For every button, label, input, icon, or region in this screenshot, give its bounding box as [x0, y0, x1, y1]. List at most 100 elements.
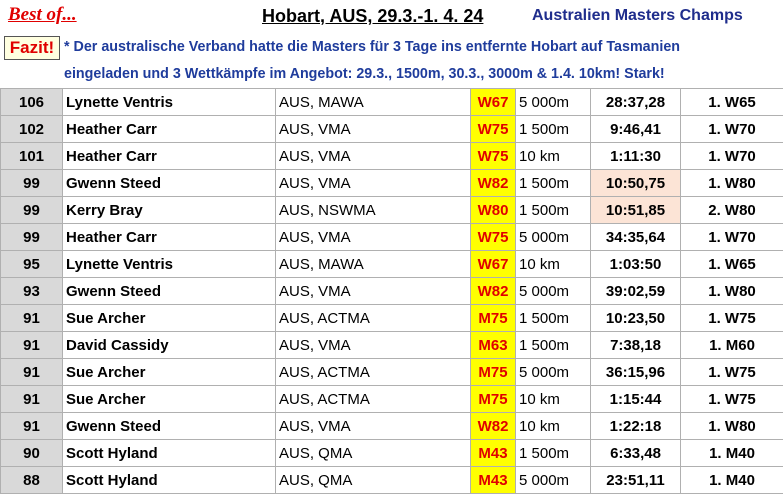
club: AUS, ACTMA	[275, 385, 471, 413]
distance: 1 500m	[515, 115, 591, 143]
distance: 1 500m	[515, 439, 591, 467]
age-class: W82	[470, 412, 516, 440]
score: 90	[0, 439, 63, 467]
distance: 5 000m	[515, 466, 591, 494]
age-class: W75	[470, 115, 516, 143]
result-row: 99 Heather Carr AUS, VMA W75 5 000m 34:35,64 1…	[0, 223, 783, 251]
result-row: 102 Heather Carr AUS, VMA W75 1 500m 9:46,41 1…	[0, 115, 783, 143]
club: AUS, ACTMA	[275, 304, 471, 332]
result-row: 99 Gwenn Steed AUS, VMA W82 1 500m 10:50,75 1.…	[0, 169, 783, 197]
club: AUS, NSWMA	[275, 196, 471, 224]
age-class: M75	[470, 304, 516, 332]
score: 91	[0, 412, 63, 440]
club: AUS, MAWA	[275, 88, 471, 116]
place: 1. M40	[680, 439, 783, 467]
club: AUS, MAWA	[275, 250, 471, 278]
athlete: Gwenn Steed	[62, 277, 276, 305]
age-class: W80	[470, 196, 516, 224]
age-class: W82	[470, 277, 516, 305]
score: 99	[0, 169, 63, 197]
fazit-label: Fazit!	[4, 36, 60, 60]
time: 1:11:30	[590, 142, 681, 170]
club: AUS, VMA	[275, 169, 471, 197]
distance: 10 km	[515, 412, 591, 440]
distance: 1 500m	[515, 169, 591, 197]
time: 36:15,96	[590, 358, 681, 386]
result-row: 99 Kerry Bray AUS, NSWMA W80 1 500m 10:51,85 2…	[0, 196, 783, 224]
score: 91	[0, 358, 63, 386]
place: 1. W80	[680, 169, 783, 197]
time: 1:15:44	[590, 385, 681, 413]
score: 95	[0, 250, 63, 278]
time: 23:51,11	[590, 466, 681, 494]
result-row: 91 Sue Archer AUS, ACTMA M75 10 km 1:15:44 1. …	[0, 385, 783, 413]
athlete: Sue Archer	[62, 385, 276, 413]
results-table: 106 Lynette Ventris AUS, MAWA W67 5 000m 28:3…	[0, 88, 783, 494]
place: 1. W75	[680, 358, 783, 386]
club: AUS, VMA	[275, 223, 471, 251]
distance: 1 500m	[515, 304, 591, 332]
place: 1. W70	[680, 142, 783, 170]
athlete: Sue Archer	[62, 358, 276, 386]
athlete: David Cassidy	[62, 331, 276, 359]
score: 91	[0, 385, 63, 413]
athlete: Scott Hyland	[62, 466, 276, 494]
place: 1. M60	[680, 331, 783, 359]
result-row: 91 Sue Archer AUS, ACTMA M75 5 000m 36:15,96 1…	[0, 358, 783, 386]
distance: 5 000m	[515, 277, 591, 305]
distance: 1 500m	[515, 196, 591, 224]
fazit-line: * Der australische Verband hatte die Mas…	[64, 39, 681, 55]
place: 1. W75	[680, 385, 783, 413]
result-row: 101 Heather Carr AUS, VMA W75 10 km 1:11:30 1.…	[0, 142, 783, 170]
time: 28:37,28	[590, 88, 681, 116]
place: 1. W80	[680, 412, 783, 440]
score: 93	[0, 277, 63, 305]
score: 106	[0, 88, 63, 116]
age-class: M43	[470, 439, 516, 467]
result-row: 106 Lynette Ventris AUS, MAWA W67 5 000m 28:3…	[0, 88, 783, 116]
club: AUS, ACTMA	[275, 358, 471, 386]
time: 1:22:18	[590, 412, 681, 440]
best-of: Best of...	[8, 4, 77, 25]
athlete: Sue Archer	[62, 304, 276, 332]
distance: 5 000m	[515, 223, 591, 251]
athlete: Kerry Bray	[62, 196, 276, 224]
result-row: 91 Sue Archer AUS, ACTMA M75 1 500m 10:23,50 1…	[0, 304, 783, 332]
place: 1. W65	[680, 250, 783, 278]
score: 101	[0, 142, 63, 170]
result-row: 90 Scott Hyland AUS, QMA M43 1 500m 6:33,48 1.…	[0, 439, 783, 467]
club: AUS, VMA	[275, 412, 471, 440]
athlete: Lynette Ventris	[62, 88, 276, 116]
result-row: 91 Gwenn Steed AUS, VMA W82 10 km 1:22:18 1. W…	[0, 412, 783, 440]
distance: 5 000m	[515, 88, 591, 116]
age-class: W67	[470, 250, 516, 278]
club: AUS, VMA	[275, 277, 471, 305]
result-row: 93 Gwenn Steed AUS, VMA W82 5 000m 39:02,59 1.…	[0, 277, 783, 305]
time: 10:50,75	[590, 169, 681, 197]
time: 1:03:50	[590, 250, 681, 278]
club: AUS, QMA	[275, 466, 471, 494]
age-class: M75	[470, 385, 516, 413]
result-row: 91 David Cassidy AUS, VMA M63 1 500m 7:38,18 1…	[0, 331, 783, 359]
age-class: W82	[470, 169, 516, 197]
time: 6:33,48	[590, 439, 681, 467]
place: 2. W80	[680, 196, 783, 224]
fazit-line: eingeladen und 3 Wettkämpfe im Angebot: …	[64, 66, 665, 82]
place: 1. W75	[680, 304, 783, 332]
place: 1. W65	[680, 88, 783, 116]
result-row: 95 Lynette Ventris AUS, MAWA W67 10 km 1:03:5…	[0, 250, 783, 278]
place: 1. W70	[680, 223, 783, 251]
distance: 10 km	[515, 385, 591, 413]
score: 102	[0, 115, 63, 143]
athlete: Lynette Ventris	[62, 250, 276, 278]
distance: 10 km	[515, 142, 591, 170]
age-class: W75	[470, 223, 516, 251]
distance: 5 000m	[515, 358, 591, 386]
score: 91	[0, 331, 63, 359]
age-class: W75	[470, 142, 516, 170]
subtitle: Australien Masters Champs	[532, 7, 743, 24]
athlete: Gwenn Steed	[62, 412, 276, 440]
club: AUS, QMA	[275, 439, 471, 467]
age-class: M63	[470, 331, 516, 359]
